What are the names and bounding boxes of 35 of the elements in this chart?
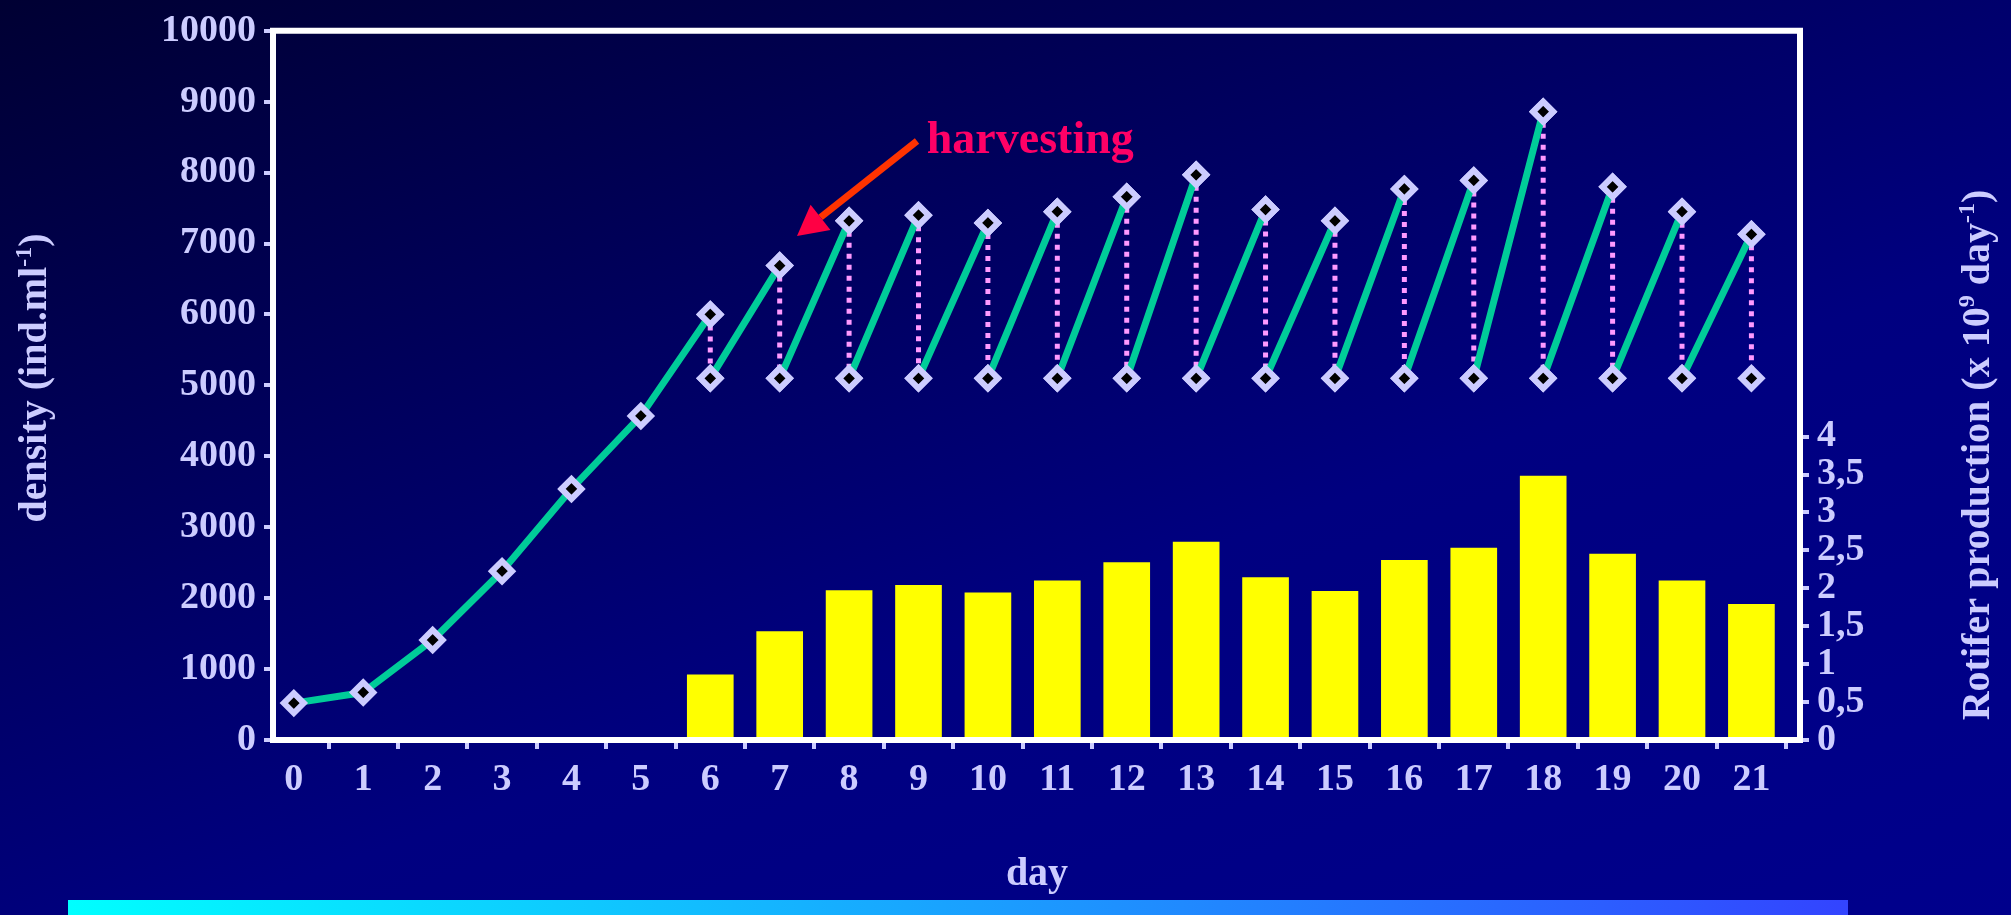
y-tick-label: 2000 bbox=[180, 573, 256, 616]
x-tick-label: 11 bbox=[1039, 755, 1076, 798]
x-tick-label: 0 bbox=[284, 755, 304, 798]
x-axis-title: day bbox=[1005, 849, 1069, 894]
x-tick-label: 16 bbox=[1385, 755, 1424, 798]
x-tick-label: 5 bbox=[631, 755, 651, 798]
x-tick-label: 2 bbox=[423, 755, 443, 798]
annotation: harvesting bbox=[926, 111, 1134, 163]
y-tick-label: 9000 bbox=[180, 77, 256, 120]
y-tick-label: 4000 bbox=[180, 432, 256, 475]
x-tick-label: 1 bbox=[353, 755, 373, 798]
y-tick-label: 5000 bbox=[180, 361, 256, 404]
x-tick-label: 7 bbox=[770, 755, 790, 798]
x-tick-label: 19 bbox=[1593, 755, 1632, 798]
x-tick-label: 13 bbox=[1177, 755, 1216, 798]
y-tick-label: 8000 bbox=[180, 148, 256, 191]
x-tick-label: 10 bbox=[968, 755, 1007, 798]
y-tick-label: 10000 bbox=[161, 6, 256, 49]
x-tick-label: 15 bbox=[1315, 755, 1354, 798]
x-tick-label: 18 bbox=[1524, 755, 1563, 798]
y-tick-label: 7000 bbox=[180, 219, 256, 262]
x-tick-label: 20 bbox=[1663, 755, 1701, 798]
y-tick-label: 0 bbox=[237, 715, 256, 758]
x-tick-label: 4 bbox=[561, 755, 581, 798]
x-tick-label: 21 bbox=[1732, 755, 1771, 798]
x-tick-label: 17 bbox=[1454, 755, 1493, 798]
x-tick-label: 6 bbox=[700, 755, 720, 798]
x-tick-label: 14 bbox=[1246, 755, 1285, 798]
y-tick-label: 6000 bbox=[180, 290, 256, 333]
x-tick-label: 9 bbox=[909, 755, 928, 798]
y-tick-label: 1000 bbox=[180, 644, 256, 687]
x-tick-label: 3 bbox=[492, 755, 512, 798]
y-tick-label: 3000 bbox=[180, 503, 256, 546]
x-tick-label: 12 bbox=[1107, 755, 1146, 798]
x-tick-label: 8 bbox=[839, 755, 859, 798]
